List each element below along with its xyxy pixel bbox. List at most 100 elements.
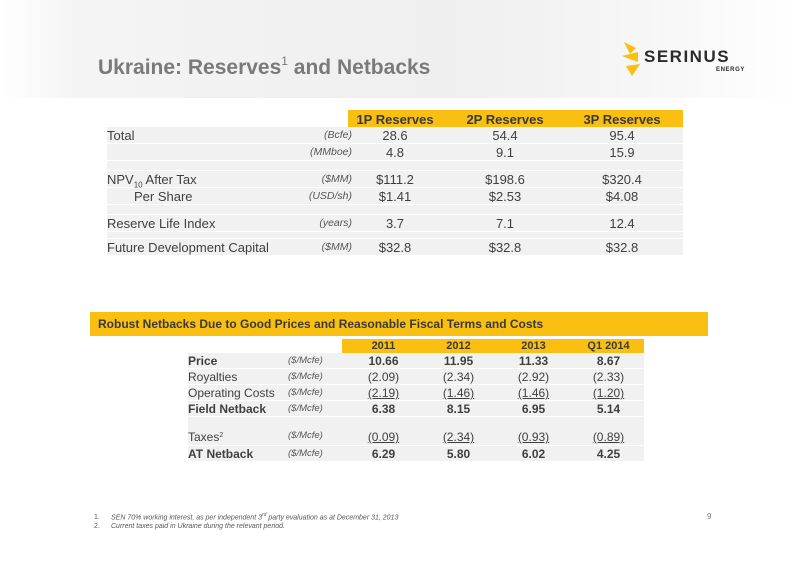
row-label: AT Netback (188, 447, 254, 461)
cell: $4.08 (605, 189, 639, 204)
table-row: AT Netback ($/Mcfe) 6.29 5.80 6.02 4.25 (188, 446, 644, 462)
row-label: Reserve Life Index (107, 216, 216, 231)
cell: 28.6 (382, 128, 408, 143)
cell: (0.09) (367, 430, 400, 444)
cell: 7.1 (495, 216, 515, 231)
cell: (0.93) (517, 430, 550, 444)
row-label: Per Share (134, 189, 193, 204)
row-label: NPV10 After Tax (107, 172, 197, 190)
netbacks-header-band (342, 339, 644, 353)
col-1p: 1P Reserves (356, 112, 434, 127)
cell: $320.4 (602, 172, 642, 187)
cell: (1.20) (592, 386, 625, 400)
row-unit: (MMboe) (309, 146, 352, 158)
table-row: Field Netback ($/Mcfe) 6.38 8.15 6.95 5.… (188, 401, 644, 417)
row-label: Operating Costs (188, 386, 275, 400)
cell: 9.1 (495, 145, 515, 160)
cell: 95.4 (609, 128, 635, 143)
cell: 5.14 (596, 402, 621, 416)
cell: (0.89) (592, 430, 625, 444)
cell: (2.34) (442, 370, 475, 384)
cell: $32.8 (488, 240, 522, 255)
cell: 6.29 (371, 447, 396, 461)
netbacks-header: 2011 2012 2013 Q1 2014 (188, 339, 644, 353)
cell: 5.80 (446, 447, 471, 461)
netbacks-banner: Robust Netbacks Due to Good Prices and R… (90, 312, 708, 336)
col-2p: 2P Reserves (466, 112, 544, 127)
cell: 8.67 (596, 354, 621, 368)
row-label: Taxes2 (188, 430, 224, 444)
row-label: Field Netback (188, 402, 267, 416)
row-label: Future Development Capital (107, 240, 269, 255)
slide-title: Ukraine: Reserves1 and Netbacks (98, 54, 431, 79)
table-row: Per Share (USD/sh) $1.41 $2.53 $4.08 (107, 188, 683, 205)
spacer-row (107, 232, 683, 239)
table-row: Total (Bcfe) 28.6 54.4 95.4 (107, 127, 683, 144)
cell: (1.46) (517, 386, 550, 400)
col-2012: 2012 (446, 340, 471, 352)
cell: 6.38 (371, 402, 396, 416)
cell: 6.02 (521, 447, 546, 461)
footnote-2: 2. Current taxes paid in Ukraine during t… (94, 523, 285, 530)
table-row: Price ($/Mcfe) 10.66 11.95 11.33 8.67 (188, 353, 644, 369)
cell: 3.7 (385, 216, 405, 231)
logo-subtitle: ENERGY (716, 67, 745, 73)
col-3p: 3P Reserves (583, 112, 661, 127)
row-unit: ($/Mcfe) (288, 355, 323, 366)
cell: 15.9 (609, 145, 635, 160)
row-unit: ($/Mcfe) (288, 403, 323, 414)
row-unit: ($/Mcfe) (288, 430, 323, 441)
cell: 54.4 (492, 128, 518, 143)
row-unit: ($/Mcfe) (288, 371, 323, 382)
row-unit: ($/Mcfe) (288, 448, 323, 459)
cell: 8.15 (446, 402, 471, 416)
cell: (2.19) (367, 386, 400, 400)
row-unit: (years) (319, 217, 352, 229)
cell: $111.2 (376, 172, 414, 187)
cell: 12.4 (609, 216, 635, 231)
cell: 11.33 (518, 354, 549, 368)
cell: 4.8 (385, 145, 405, 160)
cell: 10.66 (368, 354, 399, 368)
row-label: Royalties (188, 370, 238, 384)
row-unit: ($/Mcfe) (288, 387, 323, 398)
table-row: Taxes2 ($/Mcfe) (0.09) (2.34) (0.93) (0.… (188, 417, 644, 446)
reserves-table: 1P Reserves 2P Reserves 3P Reserves Tota… (107, 110, 683, 256)
cell: $1.41 (378, 189, 412, 204)
cell: $32.8 (605, 240, 639, 255)
cell: 6.95 (521, 402, 546, 416)
spacer-row (107, 161, 683, 171)
page-number: 9 (707, 512, 712, 521)
cell: (1.46) (442, 386, 475, 400)
netbacks-banner-text: Robust Netbacks Due to Good Prices and R… (98, 317, 544, 331)
table-row: (MMboe) 4.8 9.1 15.9 (107, 144, 683, 161)
col-2013: 2013 (521, 340, 546, 352)
table-row: NPV10 After Tax ($MM) $111.2 $198.6 $320… (107, 171, 683, 190)
col-2011: 2011 (371, 340, 396, 352)
row-label: Price (188, 354, 218, 368)
cell: (2.33) (592, 370, 625, 384)
logo-wordmark: SERINUS (644, 47, 731, 66)
row-unit: ($MM) (321, 241, 352, 253)
cell: (2.34) (442, 430, 475, 444)
row-unit: (USD/sh) (308, 190, 352, 202)
row-label: Total (107, 128, 135, 143)
table-row: Operating Costs ($/Mcfe) (2.19) (1.46) (… (188, 385, 644, 401)
reserves-header-band (348, 110, 683, 127)
spacer-row (107, 205, 683, 215)
table-row: Royalties ($/Mcfe) (2.09) (2.34) (2.92) … (188, 369, 644, 385)
table-row: Future Development Capital ($MM) $32.8 $… (107, 239, 683, 256)
cell: $2.53 (488, 189, 522, 204)
cell: 11.95 (443, 354, 474, 368)
col-q1-2014: Q1 2014 (587, 340, 630, 352)
netbacks-table: 2011 2012 2013 Q1 2014 Price ($/Mcfe) 10… (188, 339, 644, 462)
cell: (2.92) (517, 370, 550, 384)
cell: 4.25 (596, 447, 621, 461)
row-unit: ($MM) (321, 173, 352, 185)
serinus-logo-icon (622, 42, 640, 76)
header-band (0, 0, 800, 98)
reserves-header: 1P Reserves 2P Reserves 3P Reserves (107, 110, 683, 127)
row-unit: (Bcfe) (323, 129, 352, 141)
cell: $32.8 (378, 240, 412, 255)
cell: $198.6 (485, 172, 525, 187)
